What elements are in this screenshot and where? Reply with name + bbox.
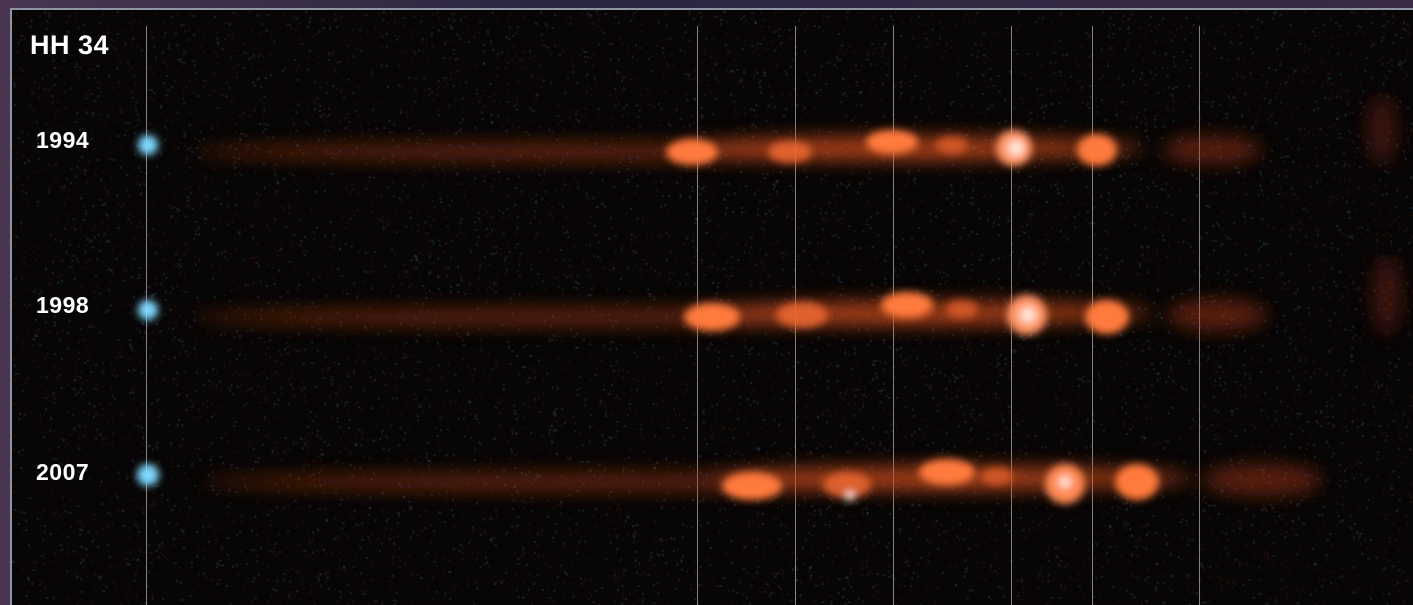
epoch-label-2007: 2007 — [36, 459, 90, 485]
epoch-label-1998: 1998 — [36, 292, 90, 318]
jet-epoch-2007 — [137, 459, 1322, 504]
image-title: HH 34 — [30, 30, 110, 60]
epoch-label-1994: 1994 — [36, 127, 90, 153]
jet-epoch-1994 — [138, 95, 1397, 166]
jet-epoch-1998 — [138, 255, 1402, 335]
astronomy-image-panel: HH 34 1994 1998 2007 — [10, 8, 1413, 605]
